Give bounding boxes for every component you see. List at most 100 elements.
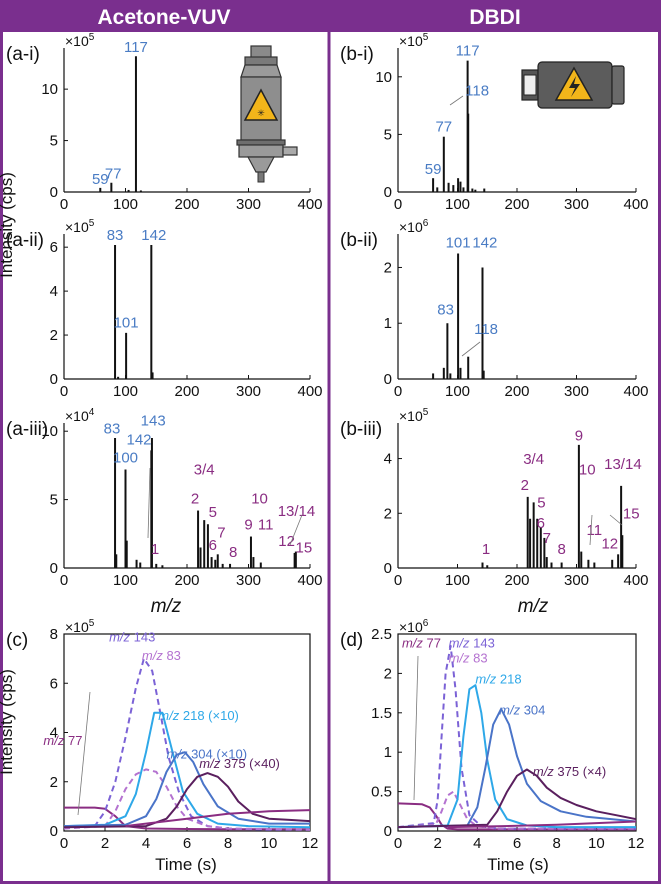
x-tick-label-a2: 300 (236, 383, 261, 400)
y-tick-label-a3: 0 (50, 560, 58, 577)
panel-label-d: (d) (340, 630, 363, 651)
multiplier-b2: ×106 (399, 218, 429, 235)
x-tick-label-c: 4 (142, 835, 150, 852)
x-tick-label-a2: 100 (113, 383, 138, 400)
series-label-d: m/z 218 (475, 672, 521, 687)
peak-label-b3: 9 (575, 428, 583, 445)
y-tick-label-a3: 5 (50, 492, 58, 509)
multiplier-b3: ×105 (399, 407, 429, 424)
peak-label-a3: 6 (209, 537, 217, 554)
peak-label-b1: 118 (465, 83, 489, 100)
peak-label-b3: 10 (579, 462, 596, 479)
peak-label-a3: 9 (244, 516, 252, 533)
annotation-leader (147, 467, 151, 539)
y-tick-label-b1: 5 (384, 126, 392, 143)
panel-label-c: (c) (6, 630, 28, 651)
panel-b1: 0 100 200 300 400 0 5 10(b-i) ×105 59 77 117 118 (340, 32, 649, 213)
header-left: Acetone-VUV (97, 6, 230, 29)
x-tick-label-b2: 200 (504, 383, 529, 400)
peak-label-b1: 59 (425, 161, 442, 178)
x-tick-label-c: 12 (302, 835, 319, 852)
header-bar-right (330, 0, 661, 32)
x-tick-label-d: 4 (473, 835, 481, 852)
y-tick-label-c: 0 (50, 823, 58, 840)
peak-label-b3: 3/4 (523, 451, 544, 468)
panel-label-a1: (a-i) (6, 44, 40, 65)
y-tick-label-a1: 10 (41, 81, 58, 98)
x-tick-label-b3: 300 (564, 572, 589, 589)
x-tick-label-d: 2 (433, 835, 441, 852)
peak-label-a3: 15 (296, 540, 313, 557)
peak-label-b3: 2 (521, 477, 529, 494)
series-line-c (125, 809, 311, 828)
y-tick-label-a3: 10 (41, 423, 58, 440)
series-line-d (397, 768, 637, 829)
y-tick-label-d: 0.5 (371, 784, 392, 801)
multiplier-a2: ×105 (65, 218, 95, 235)
panel-label-b2: (b-ii) (340, 230, 378, 251)
series-label-d: m/z 375 (×4) (533, 764, 606, 779)
y-tick-label-a1: 5 (50, 133, 58, 150)
x-tick-label-b1: 400 (623, 196, 648, 213)
x-tick-label-d: 6 (513, 835, 521, 852)
y-tick-label-a2: 4 (50, 283, 58, 300)
y-tick-label-a2: 0 (50, 371, 58, 388)
y-tick-label-a2: 2 (50, 327, 58, 344)
panel-a2: 0 100 200 300 400 0 2 4 6 (a-ii) ×105 83 101 142 (6, 218, 323, 400)
peak-label-a3: 12 (278, 533, 295, 550)
x-tick-label-b2: 0 (394, 383, 402, 400)
peak-label-a2: 83 (107, 227, 124, 244)
series-label-c: m/z 304 (×10) (167, 746, 248, 761)
x-tick-label-a2: 400 (297, 383, 322, 400)
multiplier-a1: ×105 (65, 32, 95, 49)
peak-label-a3: 10 (251, 490, 268, 507)
y-tick-label-b2: 0 (384, 371, 392, 388)
multiplier-a3: ×104 (65, 407, 95, 424)
annotation-leader (589, 514, 593, 546)
annotation-leader (449, 95, 464, 106)
peak-label-a3: 142 (127, 432, 152, 449)
peak-label-b2: 83 (437, 302, 454, 319)
peak-label-b3: 1 (482, 541, 490, 558)
series-label-d: m/z 77 (402, 635, 441, 650)
y-tick-label-a2: 6 (50, 239, 58, 256)
x-tick-label-b2: 100 (445, 383, 470, 400)
panel-b3: 0 100 200 300 400024(b-iii)×105123/456789101… (340, 407, 649, 589)
peak-label-a3: 8 (229, 544, 237, 561)
peak-label-a1: 77 (105, 166, 122, 183)
peak-label-a3: 3/4 (194, 462, 215, 479)
x-tick-label-b3: 0 (394, 572, 402, 589)
y-tick-label-c: 6 (50, 675, 58, 692)
panel-label-a3: (a-iii) (6, 419, 48, 440)
peak-label-a3: 13/14 (278, 503, 316, 520)
peak-label-b3: 11 (587, 522, 603, 539)
x-tick-label-b3: 400 (623, 572, 648, 589)
x-tick-label-a3: 300 (236, 572, 261, 589)
x-tick-label-a3: 100 (113, 572, 138, 589)
x-tick-label-c: 2 (101, 835, 109, 852)
header-bar-left (0, 0, 328, 32)
spectra-xlabel-left: m/z (151, 596, 182, 617)
x-tick-label-a2: 0 (60, 383, 68, 400)
peak-label-a1: 117 (124, 39, 148, 56)
x-tick-label-a1: 400 (297, 196, 322, 213)
annotation-leader (77, 691, 91, 816)
series-label-c: m/z 375 (×40) (199, 756, 280, 771)
y-tick-label-d: 2.5 (371, 626, 392, 643)
series-label-d: m/z 143 (449, 635, 495, 650)
series-line-c (63, 751, 310, 828)
series-label-d: m/z 83 (449, 650, 488, 665)
y-tick-label-b3: 2 (384, 505, 392, 522)
svg-text:✳: ✳ (257, 108, 265, 118)
annotation-leader (413, 655, 419, 801)
x-tick-label-c: 10 (261, 835, 278, 852)
x-tick-label-b3: 200 (504, 572, 529, 589)
header-right: DBDI (469, 6, 520, 29)
series-label-d: m/z 304 (499, 702, 545, 717)
series-line-d (397, 790, 636, 830)
series-label-c: m/z 143 (109, 629, 155, 644)
panel-label-b3: (b-iii) (340, 419, 382, 440)
peak-label-b3: 7 (543, 530, 551, 547)
y-tick-label-a1: 0 (50, 184, 58, 201)
